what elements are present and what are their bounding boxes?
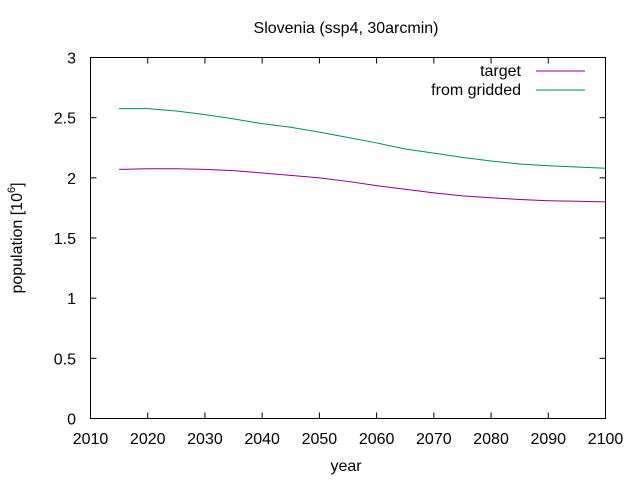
- series-line-from-gridded: [119, 108, 606, 169]
- plot-frame: [90, 57, 606, 419]
- y-tick-label: 3: [67, 51, 76, 68]
- x-tick-label: 2090: [530, 431, 566, 448]
- series-line-target: [119, 168, 606, 203]
- chart-title: Slovenia (ssp4, 30arcmin): [254, 20, 439, 37]
- x-tick-label: 2100: [588, 431, 624, 448]
- y-axis: 0 0.5 1 1.5 2 2.5 3: [54, 51, 606, 429]
- y-tick-label: 0.5: [54, 351, 76, 368]
- x-axis-label: year: [330, 458, 362, 475]
- y-tick-label: 0: [67, 412, 76, 429]
- x-tick-label: 2020: [130, 431, 166, 448]
- x-tick-label: 2030: [187, 431, 223, 448]
- y-tick-label: 2.5: [54, 111, 76, 128]
- x-tick-label: 2050: [302, 431, 338, 448]
- legend-label-from-gridded: from gridded: [431, 82, 521, 99]
- x-tick-label: 2040: [244, 431, 280, 448]
- y-tick-label: 1: [67, 291, 76, 308]
- legend-label-target: target: [480, 63, 521, 80]
- x-tick-label: 2070: [416, 431, 452, 448]
- y-axis-label: population [106]: [6, 182, 26, 293]
- legend: target from gridded: [431, 63, 585, 99]
- y-axis-label-text: population [10: [9, 193, 26, 294]
- y-axis-label-suffix: ]: [9, 182, 26, 186]
- x-axis: 2010 2020 2030 2040 2050 2060 2070 2080 2090 2100: [73, 57, 624, 448]
- x-tick-label: 2010: [73, 431, 109, 448]
- series-layer: [119, 108, 606, 203]
- x-tick-label: 2080: [473, 431, 509, 448]
- y-axis-label-exponent: 6: [6, 187, 18, 193]
- y-tick-label: 2: [67, 171, 76, 188]
- x-tick-label: 2060: [359, 431, 395, 448]
- y-tick-label: 1.5: [54, 231, 76, 248]
